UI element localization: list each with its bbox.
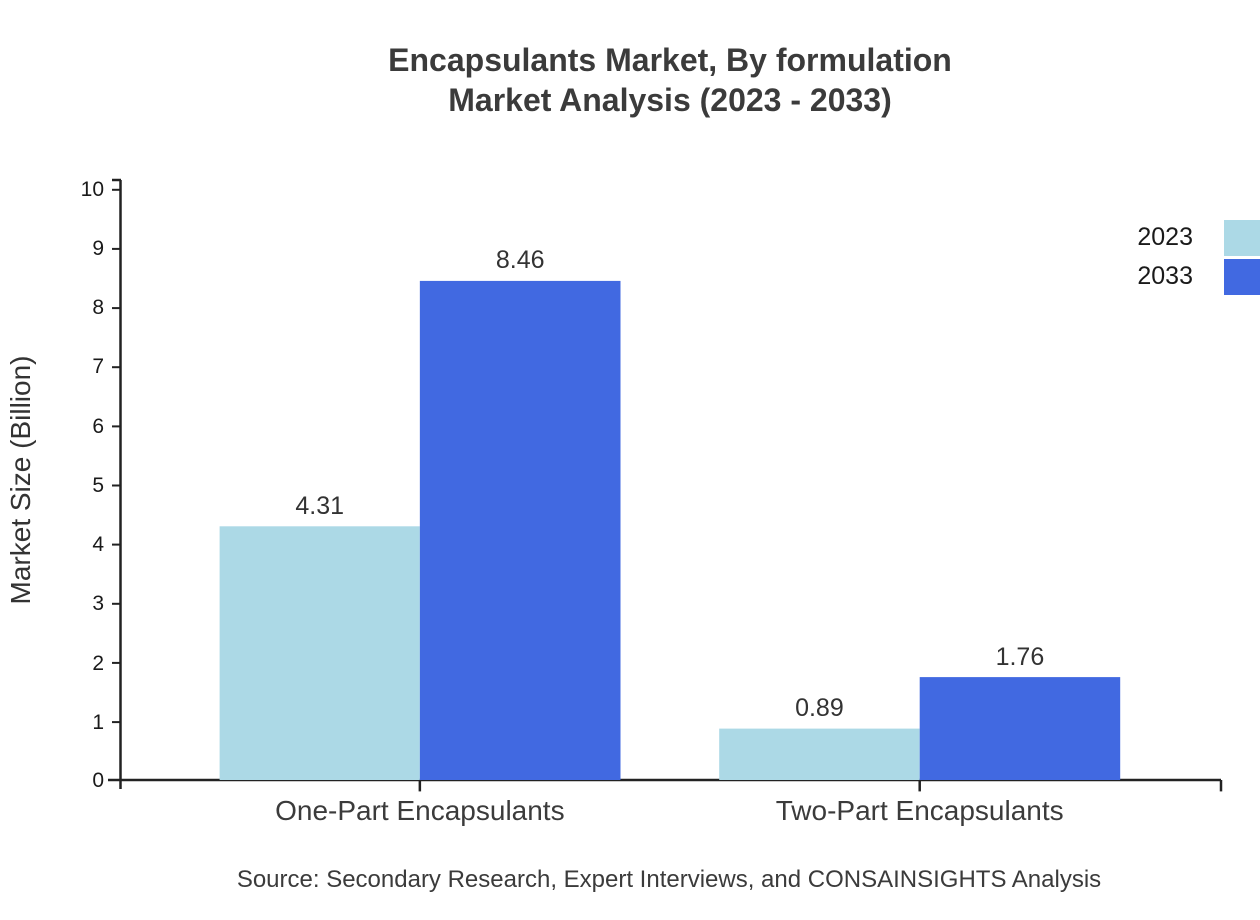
svg-text:2033: 2033 — [1137, 262, 1193, 290]
svg-text:2023: 2023 — [1137, 223, 1193, 251]
svg-text:6: 6 — [92, 415, 104, 438]
svg-text:0.89: 0.89 — [795, 694, 844, 722]
svg-text:3: 3 — [92, 592, 104, 615]
svg-text:Two-Part Encapsulants: Two-Part Encapsulants — [776, 795, 1064, 826]
svg-text:1.76: 1.76 — [996, 643, 1045, 671]
svg-text:8.46: 8.46 — [496, 246, 545, 274]
svg-text:7: 7 — [92, 355, 104, 378]
svg-text:10: 10 — [81, 178, 104, 201]
svg-text:2: 2 — [92, 652, 104, 675]
svg-text:9: 9 — [92, 237, 104, 260]
svg-text:4.31: 4.31 — [295, 492, 344, 520]
svg-text:Market Size (Billion): Market Size (Billion) — [5, 356, 36, 605]
svg-text:Source: Secondary Research, Ex: Source: Secondary Research, Expert Inter… — [237, 866, 1101, 893]
svg-text:4: 4 — [92, 533, 104, 556]
svg-text:5: 5 — [92, 474, 104, 497]
svg-text:One-Part Encapsulants: One-Part Encapsulants — [275, 795, 565, 826]
svg-text:0: 0 — [92, 769, 104, 792]
svg-text:1: 1 — [92, 711, 104, 734]
svg-text:8: 8 — [92, 296, 104, 319]
